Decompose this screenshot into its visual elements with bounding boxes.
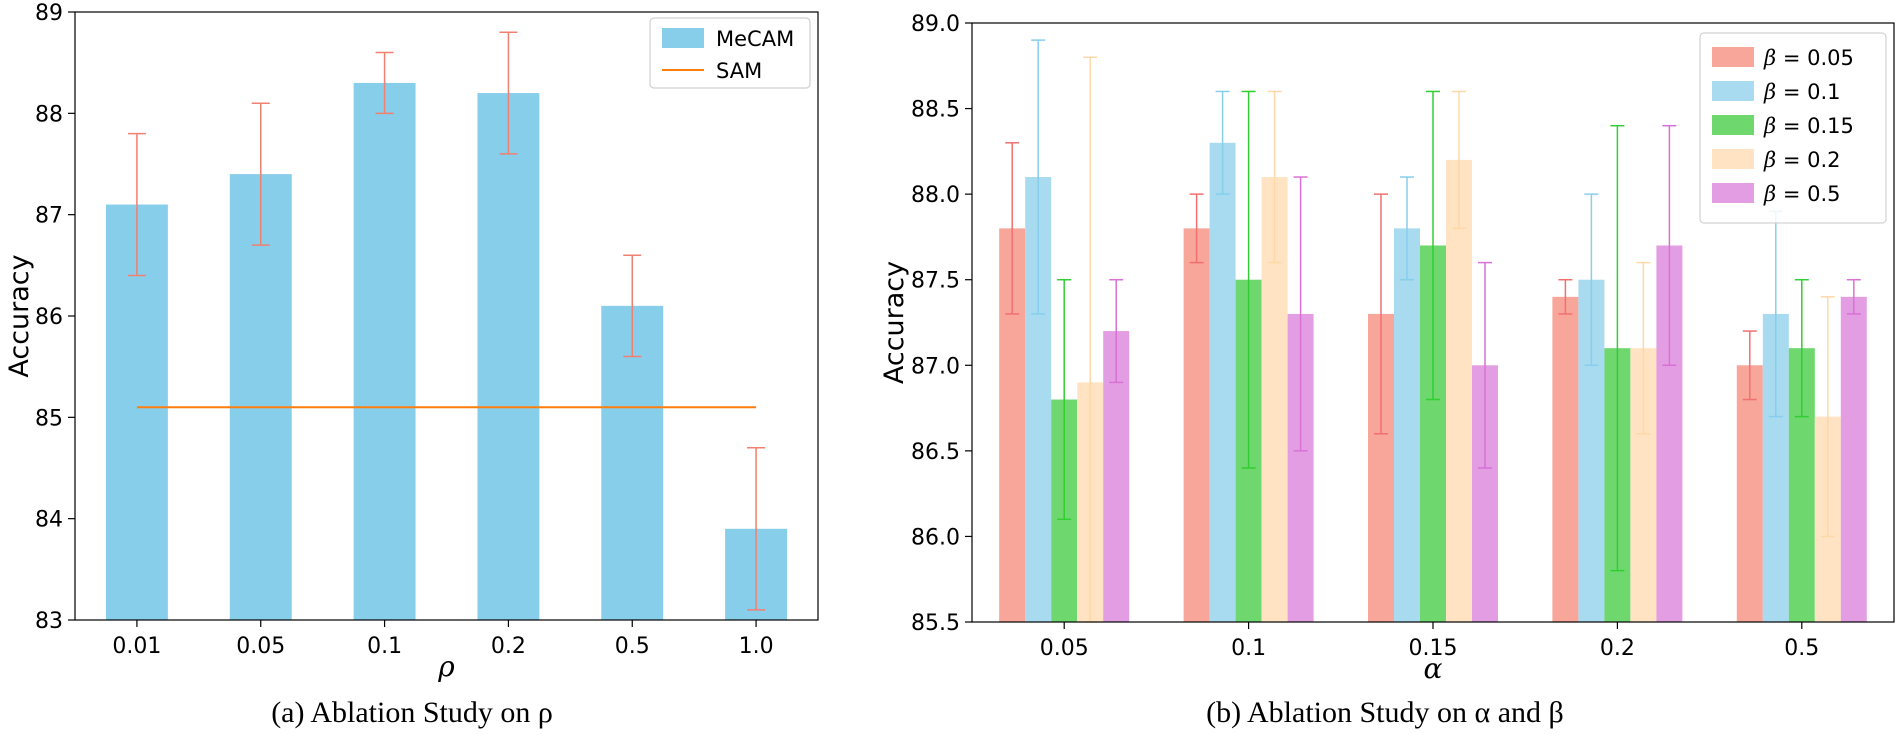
- y-tick-label: 89.0: [911, 12, 960, 37]
- legend-swatch-beta-0.5: [1712, 183, 1754, 203]
- bar-beta-0.05-alpha-0.2: [1552, 296, 1579, 622]
- bar-beta-0.2-alpha-0.15: [1446, 159, 1472, 622]
- chart-a: 83 84 85 86 87 88 89 0.01 0.05 0.1 0.2 0.5 1.0 ρ Accur…: [4, 1, 819, 729]
- x-tick-label: 0.5: [1784, 636, 1819, 661]
- caption-b: (b) Ablation Study on α and β: [1206, 696, 1564, 729]
- legend-beta-symbol: β: [1763, 80, 1776, 104]
- y-axis-label: Accuracy: [4, 254, 35, 377]
- legend-beta-symbol: β: [1763, 114, 1776, 138]
- legend-equals: =: [1776, 114, 1807, 138]
- x-tick-label: 0.05: [236, 634, 285, 659]
- legend-swatch-beta-0.15: [1712, 115, 1754, 135]
- bar-mecam-0.1: [353, 82, 416, 620]
- legend-beta-value: 0.15: [1807, 114, 1854, 138]
- bar-mecam-0.2: [477, 93, 540, 621]
- legend-label-sam: SAM: [716, 59, 762, 83]
- top-cover: [972, 0, 1896, 22]
- x-tick-label: 0.15: [1409, 636, 1458, 661]
- x-tick-label: 0.1: [367, 634, 402, 659]
- legend-equals: =: [1776, 148, 1807, 172]
- y-tick-label: 88.5: [911, 98, 960, 123]
- legend-label-beta-0.1: β = 0.1: [1763, 80, 1841, 104]
- x-tick-label: 1.0: [739, 634, 774, 659]
- x-axis-label: ρ: [437, 650, 455, 683]
- legend-equals: =: [1776, 182, 1807, 206]
- bar-beta-0.1-alpha-0.15: [1394, 228, 1420, 622]
- x-tick-label: 0.01: [112, 634, 161, 659]
- legend-label-beta-0.2: β = 0.2: [1763, 148, 1841, 172]
- x-tick-label: 0.05: [1040, 636, 1089, 661]
- legend-label-beta-0.5: β = 0.5: [1763, 182, 1841, 206]
- legend-swatch-mecam: [662, 28, 704, 48]
- plot-frame: [74, 11, 819, 621]
- y-tick-label: 84: [35, 508, 63, 533]
- legend-beta-value: 0.1: [1807, 80, 1840, 104]
- y-axis-label: Accuracy: [879, 261, 910, 384]
- x-tick-label: 0.2: [491, 634, 526, 659]
- bar-beta-0.05-alpha-0.5: [1736, 365, 1763, 622]
- x-tick-label: 0.2: [1600, 636, 1635, 661]
- y-tick-label: 88.0: [911, 183, 960, 208]
- y-tick-label: 86.0: [911, 525, 960, 550]
- legend-swatch-beta-0.05: [1712, 47, 1754, 67]
- y-tick-label: 85.5: [911, 611, 960, 636]
- y-tick-label: 87.5: [911, 269, 960, 294]
- y-tick-label: 83: [35, 609, 63, 634]
- x-axis-label: α: [1424, 652, 1443, 685]
- y-tick-label: 85: [35, 406, 63, 431]
- legend-beta-value: 0.5: [1807, 182, 1840, 206]
- bar-beta-0.5-alpha-0.5: [1840, 296, 1867, 622]
- chart-b: 85.5 86.0 86.5 87.0 87.5 88.0 88.5 89.0 0.05 0.1 0…: [879, 0, 1896, 729]
- x-tick-label: 0.5: [615, 634, 650, 659]
- y-tick-label: 86: [35, 305, 63, 330]
- legend-beta-value: 0.05: [1807, 46, 1854, 70]
- legend-label-mecam: MeCAM: [716, 27, 794, 51]
- legend-label-beta-0.15: β = 0.15: [1763, 114, 1854, 138]
- legend-equals: =: [1776, 46, 1807, 70]
- legend-equals: =: [1776, 80, 1807, 104]
- legend-swatch-beta-0.2: [1712, 149, 1754, 169]
- y-tick-label: 89: [35, 1, 63, 26]
- bar-mecam-0.5: [601, 305, 664, 620]
- legend-label-beta-0.05: β = 0.05: [1763, 46, 1854, 70]
- y-tick-label: 87.0: [911, 354, 960, 379]
- bar-beta-0.05-alpha-0.1: [1183, 228, 1210, 622]
- x-tick-label: 0.1: [1231, 636, 1266, 661]
- y-tick-label: 86.5: [911, 440, 960, 465]
- caption-a: (a) Ablation Study on ρ: [271, 696, 553, 729]
- legend-beta-value: 0.2: [1807, 148, 1840, 172]
- legend-beta-symbol: β: [1763, 182, 1776, 206]
- bar-mecam-0.05: [229, 174, 292, 620]
- y-tick-label: 88: [35, 102, 63, 127]
- bar-beta-0.1-alpha-0.1: [1209, 142, 1236, 623]
- legend-beta-symbol: β: [1763, 148, 1776, 172]
- legend-swatch-beta-0.1: [1712, 81, 1754, 101]
- legend-beta-symbol: β: [1763, 46, 1776, 70]
- legend-box: [1699, 32, 1887, 224]
- y-tick-label: 87: [35, 204, 63, 229]
